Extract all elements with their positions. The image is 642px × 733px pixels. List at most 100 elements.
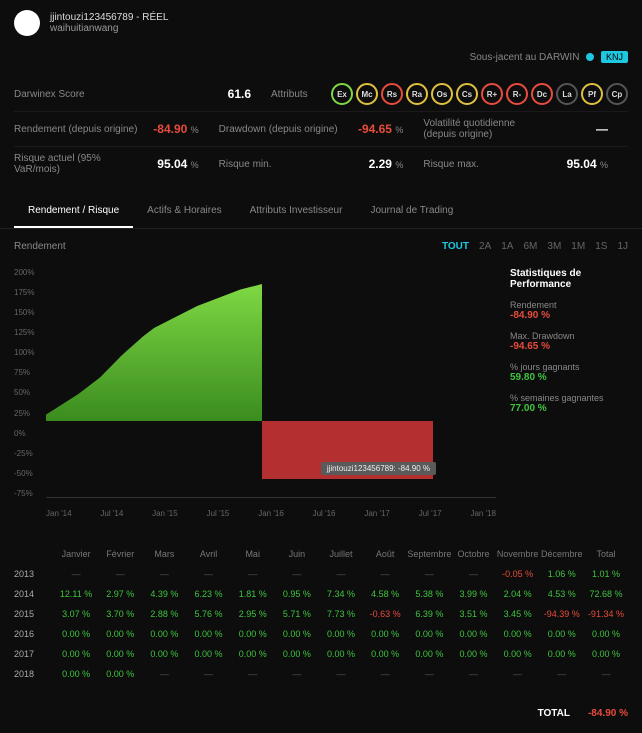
range-tout[interactable]: TOUT: [442, 241, 469, 252]
range-2a[interactable]: 2A: [479, 241, 491, 252]
range-1a[interactable]: 1A: [501, 241, 513, 252]
table-row: 20160.00 %0.00 %0.00 %0.00 %0.00 %0.00 %…: [14, 624, 628, 644]
stats-panel: Statistiques de Performance Rendement-84…: [510, 268, 628, 528]
table-cell: —: [496, 669, 540, 679]
tab-2[interactable]: Attributs Investisseur: [236, 195, 357, 228]
table-cell: —: [186, 669, 230, 679]
badge-os[interactable]: Os: [431, 83, 453, 105]
xtick: Jan '16: [258, 509, 284, 518]
rend-value: -84.90 %: [139, 122, 199, 136]
table-cell: 72.68 %: [584, 589, 628, 599]
ytick: 125%: [14, 328, 44, 337]
table-cell: 0.00 %: [584, 629, 628, 639]
table-cell: 0.00 %: [540, 649, 584, 659]
table-cell: 1.06 %: [540, 569, 584, 579]
total-label: TOTAL: [538, 708, 570, 719]
dd-value: -94.65 %: [343, 122, 403, 136]
stat-item: % jours gagnants59.80 %: [510, 362, 628, 383]
table-cell: 5.76 %: [186, 609, 230, 619]
darwin-tag[interactable]: KNJ: [601, 51, 628, 63]
table-cell: 3.70 %: [98, 609, 142, 619]
main-tabs: Rendement / RisqueActifs & HorairesAttri…: [0, 195, 642, 229]
header: jjintouzi123456789 - RÉEL waihuitianwang: [0, 0, 642, 46]
tab-1[interactable]: Actifs & Horaires: [133, 195, 235, 228]
table-cell: 0.00 %: [98, 649, 142, 659]
table-row: 201412.11 %2.97 %4.39 %6.23 %1.81 %0.95 …: [14, 584, 628, 604]
table-cell: —: [451, 669, 495, 679]
range-1j[interactable]: 1J: [617, 241, 628, 252]
table-year: 2013: [14, 569, 54, 579]
ytick: 25%: [14, 409, 44, 418]
rmax-label: Risque max.: [423, 159, 548, 170]
table-cell: —: [363, 669, 407, 679]
xtick: Jul '14: [100, 509, 123, 518]
range-6m[interactable]: 6M: [523, 241, 537, 252]
range-1s[interactable]: 1S: [595, 241, 607, 252]
table-cell: 0.00 %: [451, 649, 495, 659]
score-label: Darwinex Score: [14, 89, 191, 100]
table-col-header: Total: [584, 549, 628, 559]
badge-mc[interactable]: Mc: [356, 83, 378, 105]
badge-ra[interactable]: Ra: [406, 83, 428, 105]
badge-r+[interactable]: R+: [481, 83, 503, 105]
table-cell: 0.00 %: [407, 629, 451, 639]
range-1m[interactable]: 1M: [571, 241, 585, 252]
badge-dc[interactable]: Dc: [531, 83, 553, 105]
table-cell: 3.45 %: [496, 609, 540, 619]
table-cell: —: [186, 569, 230, 579]
table-cell: —: [231, 569, 275, 579]
table-col-header: Octobre: [451, 549, 495, 559]
table-col-header: Juillet: [319, 549, 363, 559]
table-year: 2016: [14, 629, 54, 639]
dd-label: Drawdown (depuis origine): [219, 124, 344, 135]
ytick: -50%: [14, 469, 44, 478]
table-cell: 3.51 %: [451, 609, 495, 619]
table-col-header: Avril: [186, 549, 230, 559]
table-cell: 4.58 %: [363, 589, 407, 599]
subheader: Rendement TOUT2A1A6M3M1M1S1J: [0, 229, 642, 258]
badge-rs[interactable]: Rs: [381, 83, 403, 105]
header-text: jjintouzi123456789 - RÉEL waihuitianwang: [50, 12, 168, 34]
table-cell: —: [275, 669, 319, 679]
subjacent-label: Sous-jacent au DARWIN: [470, 52, 580, 63]
table-row: 20153.07 %3.70 %2.88 %5.76 %2.95 %5.71 %…: [14, 604, 628, 624]
table-cell: 2.04 %: [496, 589, 540, 599]
table-cell: 7.73 %: [319, 609, 363, 619]
table-cell: 0.00 %: [363, 629, 407, 639]
tab-0[interactable]: Rendement / Risque: [14, 195, 133, 228]
table-cell: —: [407, 669, 451, 679]
performance-chart[interactable]: 200%175%150%125%100%75%50%25%0%-25%-50%-…: [14, 268, 496, 528]
table-cell: 2.97 %: [98, 589, 142, 599]
risk-label: Risque actuel (95% VaR/mois): [14, 153, 139, 175]
username: jjintouzi123456789 - RÉEL: [50, 12, 168, 23]
avatar[interactable]: [14, 10, 40, 36]
badge-la[interactable]: La: [556, 83, 578, 105]
table-cell: 0.00 %: [54, 629, 98, 639]
table-cell: 0.00 %: [54, 649, 98, 659]
table-cell: -94.39 %: [540, 609, 584, 619]
table-cell: 6.39 %: [407, 609, 451, 619]
table-cell: —: [407, 569, 451, 579]
table-year: 2014: [14, 589, 54, 599]
badge-cs[interactable]: Cs: [456, 83, 478, 105]
badge-pf[interactable]: Pf: [581, 83, 603, 105]
chart-tooltip: jjintouzi123456789: -84.90 %: [321, 462, 436, 475]
table-cell: 0.00 %: [496, 649, 540, 659]
range-3m[interactable]: 3M: [547, 241, 561, 252]
badge-r-[interactable]: R-: [506, 83, 528, 105]
table-cell: 5.38 %: [407, 589, 451, 599]
table-col-header: Mai: [231, 549, 275, 559]
vol-value: —: [548, 122, 608, 136]
table-cell: 0.95 %: [275, 589, 319, 599]
stat-value: -84.90 %: [510, 310, 628, 321]
table-cell: 0.00 %: [584, 649, 628, 659]
badge-ex[interactable]: Ex: [331, 83, 353, 105]
chart-x-axis: Jan '14Jul '14Jan '15Jul '15Jan '16Jul '…: [46, 509, 496, 518]
table-cell: —: [142, 669, 186, 679]
badge-cp[interactable]: Cp: [606, 83, 628, 105]
ytick: 200%: [14, 268, 44, 277]
tab-3[interactable]: Journal de Trading: [356, 195, 467, 228]
table-cell: 1.81 %: [231, 589, 275, 599]
chart-y-axis: 200%175%150%125%100%75%50%25%0%-25%-50%-…: [14, 268, 44, 498]
table-cell: —: [319, 669, 363, 679]
